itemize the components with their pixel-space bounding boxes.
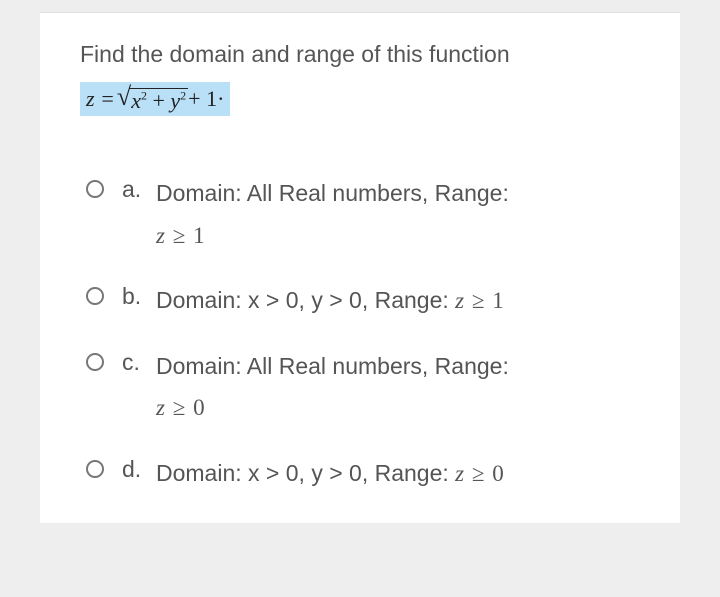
options-list: a. Domain: All Real numbers, Range: z ≥ … bbox=[80, 176, 640, 491]
radio-icon[interactable] bbox=[86, 353, 104, 371]
option-prefix: Domain: All Real numbers, Range: bbox=[156, 353, 509, 379]
option-text: Domain: All Real numbers, Range: z ≥ 1 bbox=[156, 176, 640, 253]
option-range-expr: z ≥ 0 bbox=[455, 461, 504, 486]
option-prefix: Domain: x > 0, y > 0, Range: bbox=[156, 287, 455, 313]
radio-icon[interactable] bbox=[86, 180, 104, 198]
option-a[interactable]: a. Domain: All Real numbers, Range: z ≥ … bbox=[80, 176, 640, 253]
option-d[interactable]: d. Domain: x > 0, y > 0, Range: z ≥ 0 bbox=[80, 456, 640, 492]
option-range-expr: z ≥ 0 bbox=[156, 391, 640, 426]
option-letter: d. bbox=[122, 456, 156, 483]
formula-lhs: z = bbox=[86, 86, 115, 112]
option-text: Domain: All Real numbers, Range: z ≥ 0 bbox=[156, 349, 640, 426]
radio-icon[interactable] bbox=[86, 287, 104, 305]
question-card: Find the domain and range of this functi… bbox=[40, 12, 680, 523]
option-range-expr: z ≥ 1 bbox=[455, 288, 504, 313]
option-text: Domain: x > 0, y > 0, Range: z ≥ 1 bbox=[156, 283, 640, 319]
option-letter: b. bbox=[122, 283, 156, 310]
radical-sign: √ bbox=[117, 86, 131, 108]
question-text: Find the domain and range of this functi… bbox=[80, 41, 640, 68]
option-letter: c. bbox=[122, 349, 156, 376]
sqrt-icon: √ x2 + y2 bbox=[117, 88, 188, 111]
option-prefix: Domain: All Real numbers, Range: bbox=[156, 180, 509, 206]
formula-highlight: z = √ x2 + y2 + 1· bbox=[80, 82, 230, 116]
option-b[interactable]: b. Domain: x > 0, y > 0, Range: z ≥ 1 bbox=[80, 283, 640, 319]
formula: z = √ x2 + y2 + 1· bbox=[86, 86, 224, 112]
option-c[interactable]: c. Domain: All Real numbers, Range: z ≥ … bbox=[80, 349, 640, 426]
option-letter: a. bbox=[122, 176, 156, 203]
radio-icon[interactable] bbox=[86, 460, 104, 478]
option-text: Domain: x > 0, y > 0, Range: z ≥ 0 bbox=[156, 456, 640, 492]
radicand: x2 + y2 bbox=[129, 88, 188, 111]
option-range-expr: z ≥ 1 bbox=[156, 219, 640, 254]
formula-tail: + 1· bbox=[188, 86, 224, 112]
option-prefix: Domain: x > 0, y > 0, Range: bbox=[156, 460, 455, 486]
